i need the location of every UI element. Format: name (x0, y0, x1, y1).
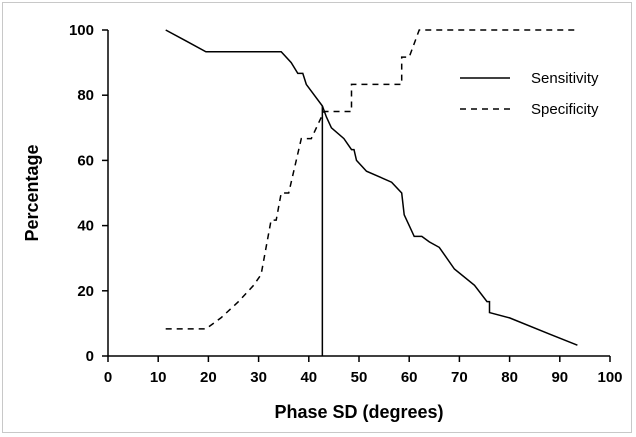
series-layer (165, 29, 578, 356)
chart-frame (2, 2, 632, 433)
y-tick-label: 0 (86, 348, 94, 365)
y-tick-label: 80 (77, 87, 94, 104)
x-tick-label: 30 (250, 369, 267, 386)
x-tick-label: 50 (351, 369, 368, 386)
x-tick-label: 40 (300, 369, 317, 386)
x-tick-label: 90 (551, 369, 568, 386)
x-tick-label: 60 (401, 369, 418, 386)
x-axis-title: Phase SD (degrees) (274, 402, 443, 422)
y-axis-title: Percentage (22, 144, 42, 241)
y-tick-label: 100 (69, 22, 94, 39)
y-tick-label: 60 (77, 152, 94, 169)
legend-label-sensitivity: Sensitivity (531, 70, 599, 87)
x-tick-label: 20 (200, 369, 217, 386)
series-line-sensitivity (165, 29, 578, 346)
x-tick-label: 80 (501, 369, 518, 386)
y-ticks: 0 20 40 60 80 100 (69, 22, 108, 365)
x-tick-label: 10 (150, 369, 167, 386)
x-ticks: 0 10 20 30 40 50 60 70 80 90 100 (104, 356, 623, 386)
x-tick-label: 100 (597, 369, 622, 386)
legend-label-specificity: Specificity (531, 101, 599, 118)
legend: Sensitivity Specificity (460, 70, 599, 118)
x-tick-label: 0 (104, 369, 112, 386)
y-tick-label: 20 (77, 283, 94, 300)
y-tick-label: 40 (77, 218, 94, 235)
x-tick-label: 70 (451, 369, 468, 386)
series-line-specificity (165, 29, 578, 330)
